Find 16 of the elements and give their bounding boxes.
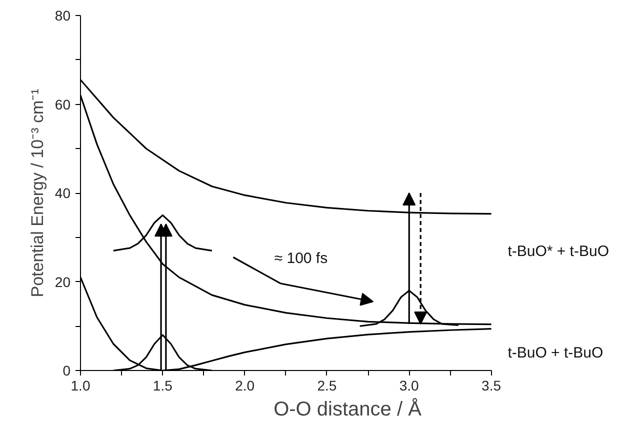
y-tick-label: 80 <box>54 8 71 24</box>
y-tick-label: 60 <box>54 96 71 112</box>
x-axis-title: O-O distance / Å <box>274 398 422 420</box>
text: t-BuO* + t-BuO <box>508 243 609 260</box>
x-tick-label: 1.5 <box>152 378 173 394</box>
annotation: ≈ 100 fs <box>274 250 328 268</box>
y-axis-title: Potential Energy / 10⁻³ cm⁻¹ <box>28 88 47 298</box>
text: t-BuO + t-BuO <box>508 344 604 362</box>
x-tick-label: 3.5 <box>482 378 502 394</box>
y-tick-label: 40 <box>54 185 71 201</box>
x-tick-label: 1.0 <box>70 378 90 394</box>
y-tick-label: 0 <box>62 362 71 378</box>
x-tick-label: 2.0 <box>235 378 255 394</box>
x-tick-label: 3.0 <box>399 378 420 394</box>
y-tick-label: 20 <box>54 274 71 290</box>
x-tick-label: 2.5 <box>317 378 337 394</box>
